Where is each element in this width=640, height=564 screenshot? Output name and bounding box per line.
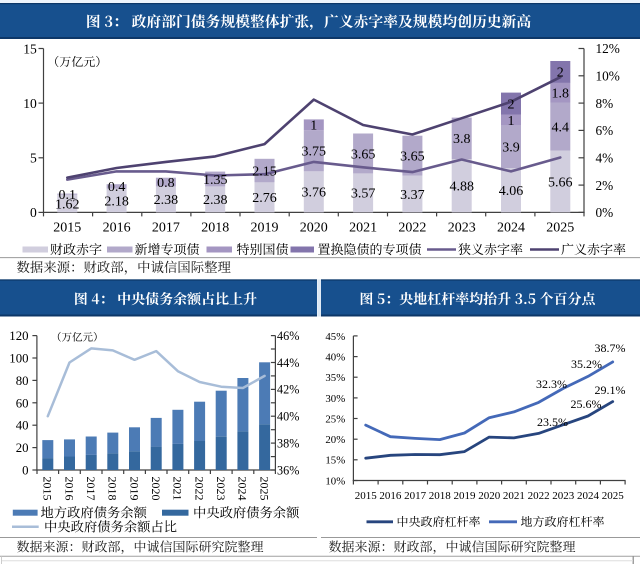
- svg-text:38.7%: 38.7%: [595, 341, 626, 355]
- svg-text:2020: 2020: [478, 490, 501, 502]
- svg-text:8%: 8%: [596, 96, 614, 111]
- svg-text:2: 2: [508, 97, 515, 112]
- svg-text:2017: 2017: [152, 220, 180, 235]
- svg-text:2019: 2019: [251, 220, 279, 235]
- svg-text:0.1: 0.1: [59, 188, 77, 203]
- svg-text:2.15: 2.15: [252, 164, 277, 179]
- svg-text:2023: 2023: [448, 220, 476, 235]
- svg-text:2.38: 2.38: [203, 193, 228, 208]
- svg-text:40: 40: [16, 419, 29, 433]
- svg-text:1: 1: [508, 114, 515, 129]
- svg-text:10: 10: [23, 96, 37, 111]
- svg-text:2018: 2018: [429, 490, 452, 502]
- svg-text:30%: 30%: [325, 393, 345, 405]
- svg-text:4.06: 4.06: [499, 184, 524, 199]
- svg-text:3.57: 3.57: [351, 187, 376, 202]
- svg-text:25%: 25%: [325, 413, 345, 425]
- svg-text:36%: 36%: [277, 463, 299, 477]
- svg-text:1: 1: [310, 119, 317, 134]
- svg-text:2015: 2015: [355, 490, 378, 502]
- svg-text:20: 20: [16, 441, 29, 455]
- svg-text:120: 120: [9, 329, 28, 343]
- svg-text:2022: 2022: [528, 490, 550, 502]
- svg-text:5.66: 5.66: [548, 175, 573, 190]
- svg-text:2016: 2016: [103, 220, 131, 235]
- svg-text:44%: 44%: [277, 356, 299, 370]
- svg-text:6%: 6%: [596, 123, 614, 138]
- svg-text:35%: 35%: [325, 372, 345, 384]
- svg-text:60: 60: [16, 396, 29, 410]
- svg-text:10%: 10%: [325, 475, 345, 487]
- svg-text:2024: 2024: [577, 490, 600, 502]
- svg-text:4.4: 4.4: [552, 120, 570, 135]
- svg-text:2025: 2025: [257, 477, 271, 501]
- svg-text:2023: 2023: [552, 490, 575, 502]
- svg-text:3.65: 3.65: [351, 147, 376, 162]
- svg-text:2025: 2025: [546, 220, 574, 235]
- svg-text:35.2%: 35.2%: [571, 357, 602, 371]
- svg-text:20%: 20%: [325, 434, 345, 446]
- svg-text:1.8: 1.8: [552, 86, 570, 101]
- svg-text:2021: 2021: [171, 477, 185, 501]
- svg-text:3.65: 3.65: [400, 149, 425, 164]
- svg-text:2024: 2024: [497, 220, 525, 235]
- svg-text:2017: 2017: [84, 477, 98, 501]
- svg-text:32.3%: 32.3%: [536, 377, 567, 391]
- svg-text:2025: 2025: [602, 490, 625, 502]
- svg-text:2017: 2017: [404, 490, 427, 502]
- svg-text:2019: 2019: [454, 490, 477, 502]
- svg-text:2.76: 2.76: [252, 191, 277, 206]
- svg-text:0: 0: [22, 464, 28, 478]
- svg-text:2015: 2015: [41, 477, 55, 501]
- svg-text:80: 80: [16, 374, 29, 388]
- svg-text:23.5%: 23.5%: [537, 415, 568, 429]
- svg-text:2015: 2015: [53, 220, 81, 235]
- svg-text:1.62: 1.62: [55, 197, 80, 212]
- svg-text:0.8: 0.8: [157, 176, 175, 191]
- svg-text:2022: 2022: [192, 477, 206, 501]
- svg-text:2018: 2018: [106, 477, 120, 501]
- svg-text:2022: 2022: [398, 220, 426, 235]
- svg-text:3.37: 3.37: [400, 188, 425, 203]
- svg-text:0: 0: [30, 205, 37, 220]
- svg-text:0%: 0%: [596, 205, 614, 220]
- svg-text:2016: 2016: [379, 490, 402, 502]
- svg-text:40%: 40%: [325, 352, 345, 364]
- svg-text:46%: 46%: [277, 329, 299, 343]
- svg-text:10%: 10%: [596, 69, 620, 84]
- svg-text:2.18: 2.18: [104, 194, 129, 209]
- svg-text:40%: 40%: [277, 410, 299, 424]
- svg-text:15%: 15%: [325, 455, 345, 467]
- svg-text:2016: 2016: [62, 477, 76, 501]
- svg-text:2020: 2020: [149, 477, 163, 501]
- svg-text:2020: 2020: [300, 220, 328, 235]
- svg-text:42%: 42%: [277, 383, 299, 397]
- svg-text:3.8: 3.8: [453, 132, 471, 147]
- svg-text:12%: 12%: [596, 41, 620, 56]
- svg-text:29.1%: 29.1%: [595, 383, 626, 397]
- svg-text:3.75: 3.75: [302, 145, 327, 160]
- svg-text:25.6%: 25.6%: [571, 397, 602, 411]
- svg-text:2021: 2021: [503, 490, 525, 502]
- svg-text:2: 2: [557, 66, 564, 81]
- svg-text:1.35: 1.35: [203, 173, 228, 188]
- svg-text:5: 5: [30, 151, 37, 166]
- svg-text:2021: 2021: [349, 220, 377, 235]
- svg-text:4.88: 4.88: [449, 180, 474, 195]
- svg-text:15: 15: [23, 41, 37, 56]
- svg-text:38%: 38%: [277, 436, 299, 450]
- svg-text:3.9: 3.9: [502, 141, 520, 156]
- svg-text:0.4: 0.4: [108, 180, 126, 195]
- svg-text:3.76: 3.76: [302, 186, 327, 201]
- svg-text:2023: 2023: [214, 477, 228, 501]
- svg-text:2019: 2019: [127, 477, 141, 501]
- svg-text:4%: 4%: [596, 151, 614, 166]
- svg-text:2%: 2%: [596, 178, 614, 193]
- svg-text:2024: 2024: [236, 477, 250, 501]
- svg-text:2018: 2018: [201, 220, 229, 235]
- svg-text:100: 100: [9, 352, 28, 366]
- svg-text:2.38: 2.38: [154, 193, 179, 208]
- svg-text:45%: 45%: [325, 331, 345, 343]
